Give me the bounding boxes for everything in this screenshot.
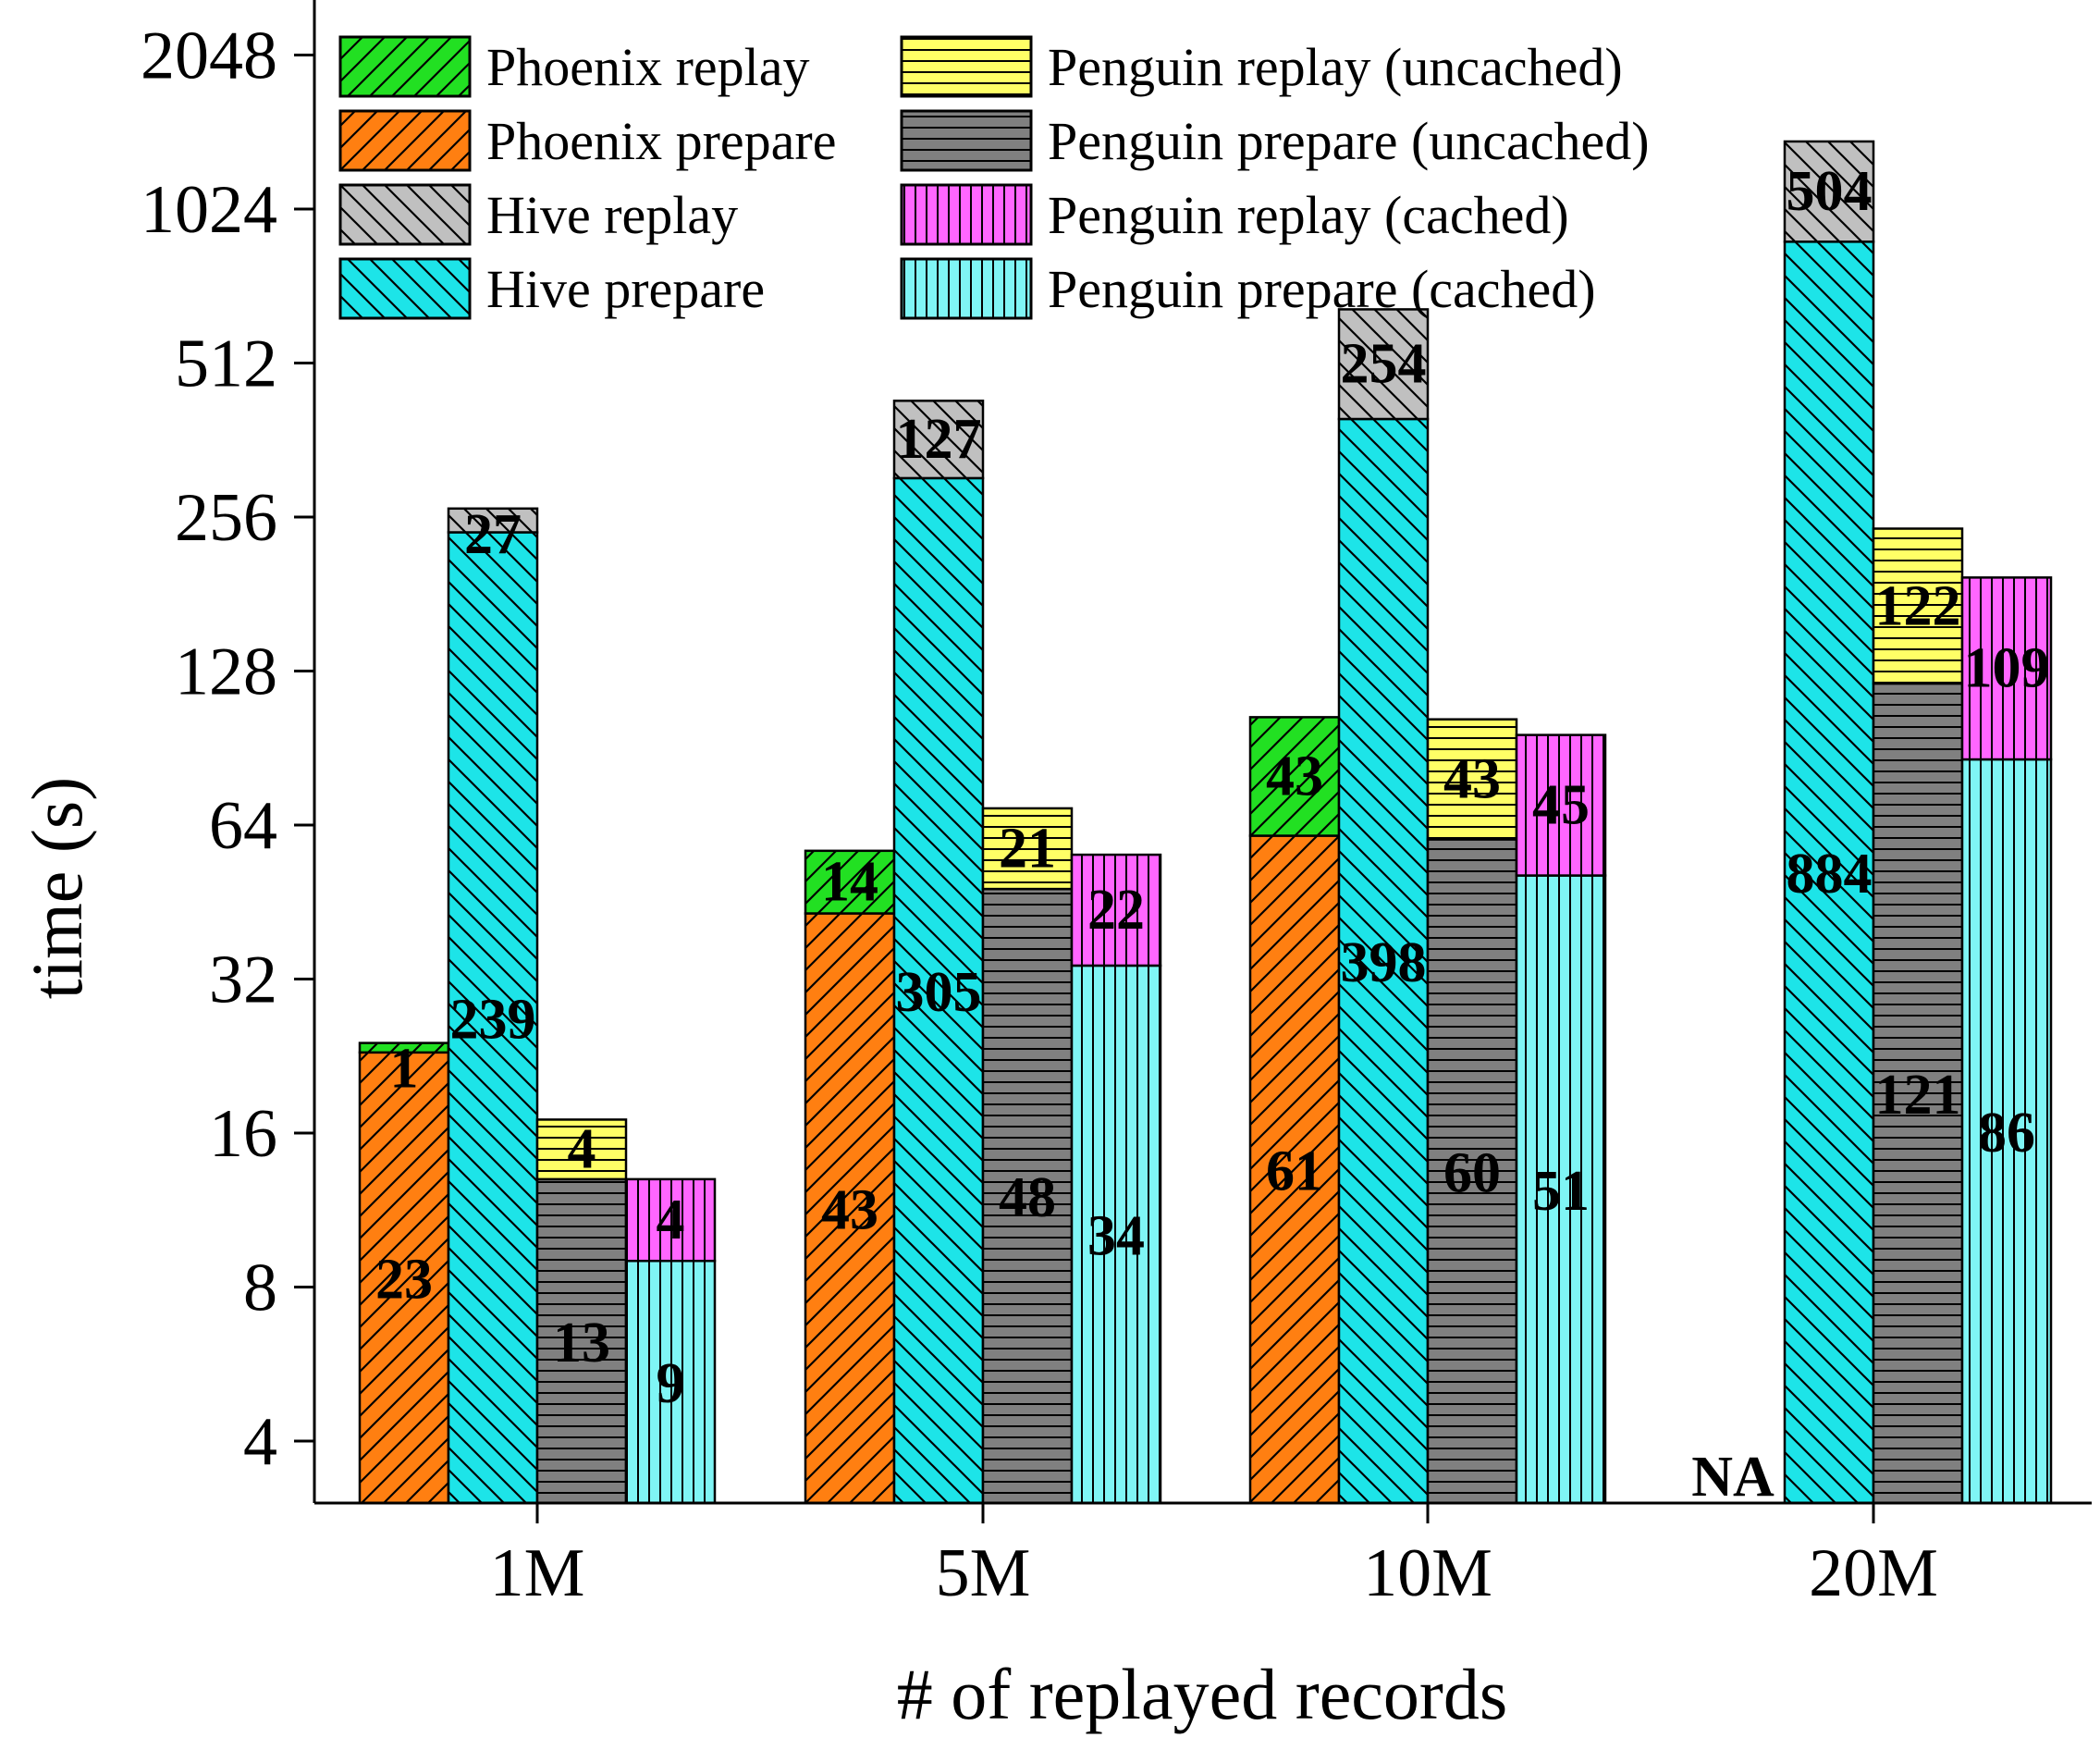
data-label-penguin-replay-cached-1m: 4 xyxy=(657,1189,685,1251)
legend-swatch-phoenix-replay xyxy=(338,35,472,98)
data-label-penguin-replay-cached-20m: 109 xyxy=(1964,637,2050,700)
y-tick-label-4: 4 xyxy=(243,1404,277,1480)
data-label-penguin-prepare-uncached-20m: 121 xyxy=(1875,1064,1961,1127)
bar-hive-replay-20m xyxy=(1783,140,1875,243)
data-label-hive-prepare-5m: 305 xyxy=(896,961,982,1024)
x-tick-label-20m: 20M xyxy=(1809,1535,1938,1611)
data-label-phoenix-prepare-1m: 23 xyxy=(375,1248,433,1311)
data-label-phoenix-replay-10m: 43 xyxy=(1266,745,1323,807)
data-label-phoenix-replay-1m: 1 xyxy=(390,1038,419,1101)
bar-hive-replay-1m xyxy=(447,507,539,534)
data-label-penguin-replay-uncached-10m: 43 xyxy=(1443,748,1501,811)
data-label-penguin-replay-cached-10m: 45 xyxy=(1532,774,1590,837)
bar-hive-prepare-10m xyxy=(1337,417,1430,1505)
legend-item-hive-replay: Hive replay xyxy=(338,183,738,246)
bar-penguin-replay-cached-1m xyxy=(624,1177,717,1263)
bar-phoenix-prepare-1m xyxy=(358,1051,450,1505)
legend-item-penguin-replay-cached: Penguin replay (cached) xyxy=(900,183,1569,246)
annotation-na: NA xyxy=(1691,1446,1775,1509)
x-axis-title: # of replayed records xyxy=(897,1654,1508,1734)
y-tick-label-1024: 1024 xyxy=(141,172,277,248)
data-label-hive-replay-5m: 127 xyxy=(896,408,982,471)
y-tick-label-512: 512 xyxy=(175,327,277,402)
legend-swatch-penguin-prepare-uncached xyxy=(900,109,1033,172)
legend-label-phoenix-replay: Phoenix replay xyxy=(486,37,810,97)
y-tick-label-16: 16 xyxy=(209,1096,277,1172)
data-label-hive-replay-20m: 504 xyxy=(1787,160,1873,223)
x-tick-label-5m: 5M xyxy=(936,1535,1031,1611)
bar-phoenix-replay-5m xyxy=(804,849,896,915)
bar-penguin-prepare-cached-5m xyxy=(1070,964,1162,1505)
y-tick-label-2048: 2048 xyxy=(141,18,277,94)
legend-swatch-penguin-prepare-cached xyxy=(900,257,1033,320)
legend-item-penguin-replay-uncached: Penguin replay (uncached) xyxy=(900,35,1623,98)
x-tick-label-1m: 1M xyxy=(490,1535,585,1611)
legend-item-penguin-prepare-cached: Penguin prepare (cached) xyxy=(900,257,1596,320)
data-label-penguin-prepare-uncached-1m: 13 xyxy=(553,1312,610,1374)
data-label-hive-prepare-20m: 884 xyxy=(1787,843,1873,906)
y-tick-label-256: 256 xyxy=(175,480,277,556)
legend-label-penguin-replay-uncached: Penguin replay (uncached) xyxy=(1048,37,1623,97)
legend-label-hive-prepare: Hive prepare xyxy=(486,259,765,319)
bar-hive-replay-5m xyxy=(892,400,985,480)
y-tick-label-8: 8 xyxy=(243,1251,277,1326)
bar-hive-prepare-20m xyxy=(1783,240,1875,1505)
legend-label-phoenix-prepare: Phoenix prepare xyxy=(486,111,836,171)
legend: Phoenix replay Phoenix prepare Hive replay… xyxy=(338,35,1650,320)
bar-penguin-replay-cached-10m xyxy=(1515,733,1607,877)
x-tick-label-10m: 10M xyxy=(1363,1535,1492,1611)
data-label-hive-prepare-1m: 239 xyxy=(450,988,536,1051)
legend-swatch-hive-prepare xyxy=(338,257,472,320)
data-label-phoenix-prepare-5m: 43 xyxy=(821,1178,878,1241)
data-label-penguin-replay-cached-5m: 22 xyxy=(1087,879,1145,942)
bar-phoenix-prepare-5m xyxy=(804,912,896,1505)
legend-item-phoenix-prepare: Phoenix prepare xyxy=(338,109,836,172)
data-label-penguin-prepare-cached-20m: 86 xyxy=(1978,1102,2035,1165)
legend-label-penguin-prepare-uncached: Penguin prepare (uncached) xyxy=(1048,111,1650,171)
bars-layer xyxy=(358,140,2053,1505)
bar-penguin-replay-cached-5m xyxy=(1070,853,1162,967)
legend-swatch-phoenix-prepare xyxy=(338,109,472,172)
data-label-penguin-prepare-cached-5m: 34 xyxy=(1087,1204,1145,1267)
data-label-penguin-replay-uncached-5m: 21 xyxy=(999,818,1056,881)
legend-swatch-penguin-replay-cached xyxy=(900,183,1033,246)
y-tick-label-32: 32 xyxy=(209,943,277,1018)
legend-swatch-hive-replay xyxy=(338,183,472,246)
data-label-penguin-prepare-cached-10m: 51 xyxy=(1532,1160,1590,1223)
data-label-hive-prepare-10m: 398 xyxy=(1341,931,1427,994)
bar-hive-replay-10m xyxy=(1337,308,1430,421)
legend-label-hive-replay: Hive replay xyxy=(486,185,738,245)
legend-label-penguin-replay-cached: Penguin replay (cached) xyxy=(1048,185,1569,245)
data-label-phoenix-replay-5m: 14 xyxy=(821,851,878,914)
y-tick-label-64: 64 xyxy=(209,788,277,864)
data-label-penguin-replay-uncached-20m: 122 xyxy=(1875,574,1961,637)
y-axis-title: time (s) xyxy=(17,777,97,999)
bar-penguin-replay-cached-20m xyxy=(1960,576,2053,761)
legend-item-phoenix-replay: Phoenix replay xyxy=(338,35,810,98)
bar-penguin-replay-uncached-1m xyxy=(535,1118,628,1181)
data-label-hive-replay-1m: 27 xyxy=(464,503,522,566)
legend-label-penguin-prepare-cached: Penguin prepare (cached) xyxy=(1048,259,1596,319)
data-label-penguin-prepare-uncached-5m: 48 xyxy=(999,1166,1056,1229)
legend-swatch-penguin-replay-uncached xyxy=(900,35,1033,98)
bar-penguin-replay-uncached-5m xyxy=(981,807,1074,891)
legend-item-hive-prepare: Hive prepare xyxy=(338,257,765,320)
legend-item-penguin-prepare-uncached: Penguin prepare (uncached) xyxy=(900,109,1650,172)
bar-penguin-prepare-cached-1m xyxy=(624,1259,717,1505)
data-label-hive-replay-10m: 254 xyxy=(1341,333,1427,396)
data-labels-layer: 23 1 239 27 13 4 9 4 43 14 305 127 48 21 34 22 61 43 398 25… xyxy=(375,160,2050,1509)
y-tick-label-128: 128 xyxy=(175,635,277,710)
data-label-penguin-prepare-uncached-10m: 60 xyxy=(1443,1141,1501,1204)
data-label-phoenix-prepare-10m: 61 xyxy=(1266,1140,1323,1202)
data-label-penguin-replay-uncached-1m: 4 xyxy=(568,1118,596,1181)
bar-penguin-prepare-uncached-5m xyxy=(981,887,1074,1505)
data-label-penguin-prepare-cached-1m: 9 xyxy=(657,1352,685,1415)
bar-penguin-prepare-cached-10m xyxy=(1515,874,1607,1505)
bar-penguin-replay-uncached-20m xyxy=(1872,527,1964,685)
